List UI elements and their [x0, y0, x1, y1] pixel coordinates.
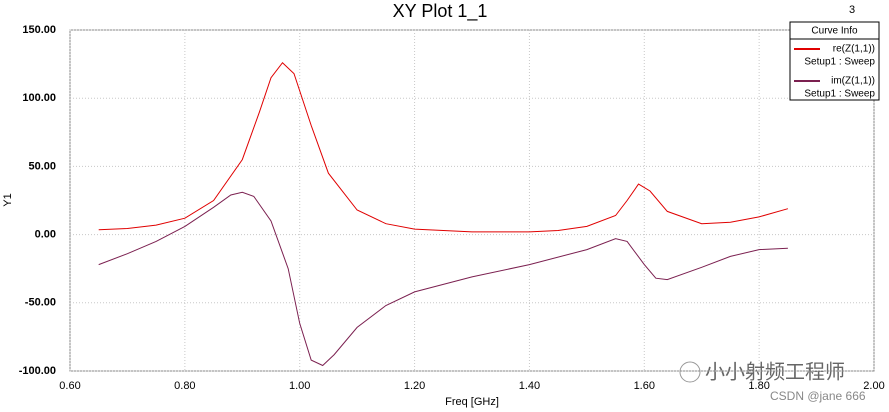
x-tick-label: 1.20	[404, 380, 425, 392]
series-line	[98, 191, 788, 367]
legend-setup: Setup1 : Sweep	[804, 57, 875, 68]
legend-title: Curve Info	[811, 26, 858, 37]
y-tick-label: -100.00	[19, 365, 56, 377]
watermark-icon	[679, 361, 701, 383]
x-tick-label: 1.00	[289, 380, 310, 392]
x-tick-label: 0.80	[174, 380, 195, 392]
y-axis-label: Y1	[2, 193, 14, 206]
y-tick-label: 0.00	[35, 229, 56, 241]
x-tick-label: 2.00	[863, 380, 884, 392]
y-tick-label: 50.00	[28, 160, 56, 172]
x-tick-label: 1.80	[748, 380, 769, 392]
x-tick-label: 0.60	[59, 380, 80, 392]
x-axis-label: Freq [GHz]	[445, 396, 499, 408]
x-tick-label: 1.40	[519, 380, 540, 392]
legend-label: re(Z(1,1))	[833, 44, 875, 55]
x-tick-label: 1.60	[634, 380, 655, 392]
legend-box	[789, 21, 880, 101]
chart-title: XY Plot 1_1	[393, 1, 488, 22]
watermark: 小小射频工程师	[705, 360, 845, 383]
series-line	[98, 61, 789, 233]
y-tick-label: -50.00	[25, 297, 56, 309]
legend-label: im(Z(1,1))	[831, 76, 875, 87]
y-tick-label: 150.00	[22, 24, 56, 36]
legend-setup: Setup1 : Sweep	[804, 89, 875, 100]
y-tick-label: 100.00	[22, 92, 56, 104]
credit: CSDN @jane 666	[770, 389, 866, 403]
corner-label: 3	[849, 4, 855, 16]
